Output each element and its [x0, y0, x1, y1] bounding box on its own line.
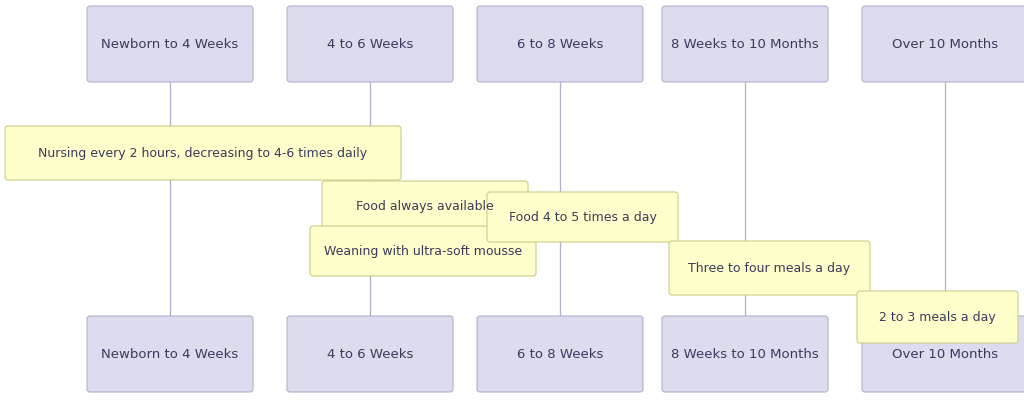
Text: Three to four meals a day: Three to four meals a day — [688, 262, 851, 275]
Text: Weaning with ultra-soft mousse: Weaning with ultra-soft mousse — [324, 245, 522, 258]
Text: Newborn to 4 Weeks: Newborn to 4 Weeks — [101, 347, 239, 360]
FancyBboxPatch shape — [310, 226, 536, 276]
FancyBboxPatch shape — [862, 316, 1024, 392]
FancyBboxPatch shape — [862, 7, 1024, 83]
FancyBboxPatch shape — [477, 7, 643, 83]
FancyBboxPatch shape — [5, 127, 401, 181]
Text: Nursing every 2 hours, decreasing to 4-6 times daily: Nursing every 2 hours, decreasing to 4-6… — [39, 147, 368, 160]
Text: 8 Weeks to 10 Months: 8 Weeks to 10 Months — [671, 38, 819, 51]
Text: 6 to 8 Weeks: 6 to 8 Weeks — [517, 38, 603, 51]
Text: 4 to 6 Weeks: 4 to 6 Weeks — [327, 38, 414, 51]
FancyBboxPatch shape — [287, 316, 453, 392]
Text: 6 to 8 Weeks: 6 to 8 Weeks — [517, 347, 603, 360]
FancyBboxPatch shape — [669, 241, 870, 295]
Text: Newborn to 4 Weeks: Newborn to 4 Weeks — [101, 38, 239, 51]
Text: Food always available: Food always available — [356, 200, 494, 213]
FancyBboxPatch shape — [322, 181, 528, 231]
Text: 8 Weeks to 10 Months: 8 Weeks to 10 Months — [671, 347, 819, 360]
Text: Over 10 Months: Over 10 Months — [892, 38, 998, 51]
FancyBboxPatch shape — [87, 316, 253, 392]
Text: Food 4 to 5 times a day: Food 4 to 5 times a day — [509, 211, 656, 224]
FancyBboxPatch shape — [477, 316, 643, 392]
Text: 2 to 3 meals a day: 2 to 3 meals a day — [880, 311, 996, 324]
Text: Over 10 Months: Over 10 Months — [892, 347, 998, 360]
FancyBboxPatch shape — [487, 192, 678, 243]
FancyBboxPatch shape — [662, 7, 828, 83]
FancyBboxPatch shape — [857, 291, 1018, 343]
FancyBboxPatch shape — [662, 316, 828, 392]
Text: 4 to 6 Weeks: 4 to 6 Weeks — [327, 347, 414, 360]
FancyBboxPatch shape — [287, 7, 453, 83]
FancyBboxPatch shape — [87, 7, 253, 83]
